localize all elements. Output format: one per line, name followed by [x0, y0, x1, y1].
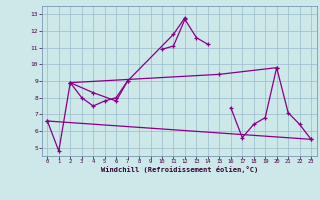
X-axis label: Windchill (Refroidissement éolien,°C): Windchill (Refroidissement éolien,°C) [100, 166, 258, 173]
